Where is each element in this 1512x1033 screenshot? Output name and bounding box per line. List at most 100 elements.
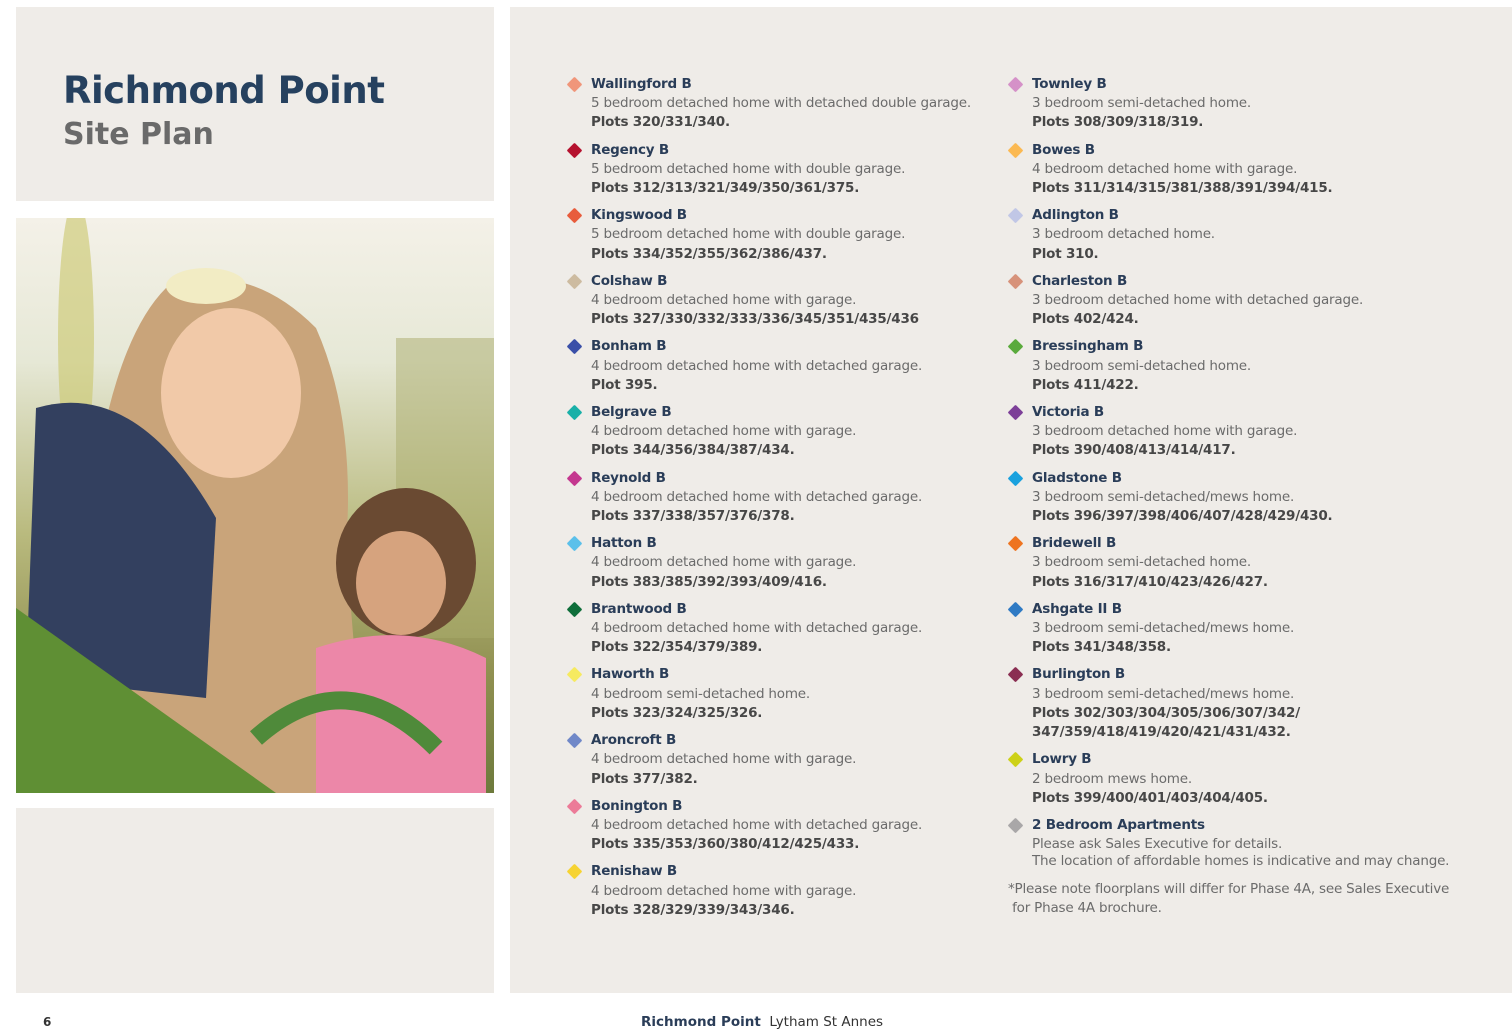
plot-numbers: Plots 316/317/410/423/426/427. — [1032, 573, 1268, 590]
house-type-description: 3 bedroom semi-detached/mews home. — [1032, 488, 1295, 505]
plot-numbers: Plots 335/353/360/380/412/425/433. — [591, 836, 860, 853]
plot-numbers: Plots 399/400/401/403/404/405. — [1032, 789, 1268, 806]
legend-entry: Bressingham B 3 bedroom semi-detached hom… — [1006, 337, 1363, 395]
diamond-marker-icon — [566, 798, 583, 814]
house-type-name: Ashgate II B — [1032, 600, 1122, 617]
page-subtitle: Site Plan — [63, 117, 214, 152]
plot-numbers: Plots 320/331/340. — [591, 114, 730, 131]
legend-entry: Bonham B 4 bedroom detached home with det… — [565, 337, 971, 395]
diamond-marker-icon — [566, 601, 583, 618]
diamond-marker-icon — [566, 732, 583, 749]
legend-entry: Colshaw B 4 bedroom detached home with ga… — [565, 272, 971, 330]
house-type-name: Bressingham B — [1032, 338, 1144, 355]
diamond-marker-icon — [1007, 207, 1024, 224]
house-type-description: 3 bedroom semi-detached/mews home. — [1032, 685, 1295, 702]
house-type-name: Reynold B — [591, 469, 666, 486]
house-type-description: 4 bedroom detached home with detached ga… — [591, 816, 923, 833]
house-type-description: 4 bedroom detached home with garage. — [591, 423, 857, 440]
house-type-description: 4 bedroom semi-detached home. — [591, 685, 811, 702]
house-type-name: Haworth B — [591, 666, 670, 683]
bottom-panel — [16, 808, 494, 993]
plot-numbers: Plot 395. — [591, 376, 658, 393]
legend-entry: Wallingford B 5 bedroom detached home wit… — [565, 75, 971, 133]
plot-numbers: Plots 377/382. — [591, 770, 698, 787]
house-type-description: 4 bedroom detached home with garage. — [591, 751, 857, 768]
plot-numbers: Plots 396/397/398/406/407/428/429/430. — [1032, 508, 1333, 525]
house-type-description: 3 bedroom detached home with garage. — [1032, 423, 1298, 440]
diamond-marker-icon — [1007, 470, 1024, 486]
house-type-name: Victoria B — [1032, 404, 1104, 421]
house-type-name: Brantwood B — [591, 600, 687, 617]
house-type-description: 3 bedroom semi-detached home. — [1032, 554, 1252, 571]
house-type-description: 3 bedroom detached home with detached ga… — [1032, 292, 1364, 309]
legend-column-left: Wallingford B 5 bedroom detached home wit… — [565, 75, 971, 920]
diamond-marker-icon — [1007, 142, 1024, 158]
house-type-description: 4 bedroom detached home with detached ga… — [591, 357, 923, 374]
plot-numbers: 347/359/418/419/420/421/431/432. — [1032, 724, 1291, 741]
house-type-description: 4 bedroom detached home with detached ga… — [591, 488, 923, 505]
floorplans-footnote-line: *Please note floorplans will differ for … — [1008, 881, 1450, 897]
house-type-name: Bowes B — [1032, 141, 1095, 158]
page-number: 6 — [43, 1015, 52, 1029]
legend-entry: Bowes B 4 bedroom detached home with gara… — [1006, 141, 1363, 199]
plot-numbers: Plot 310. — [1032, 245, 1099, 262]
legend-entry: Adlington B 3 bedroom detached home. Plot … — [1006, 206, 1363, 264]
plot-numbers: Plots 334/352/355/362/386/437. — [591, 245, 827, 262]
legend-entry: Kingswood B 5 bedroom detached home with … — [565, 206, 971, 264]
photo-children-playground — [16, 218, 494, 793]
diamond-marker-icon — [1007, 601, 1024, 618]
diamond-marker-icon — [566, 535, 583, 552]
house-type-description: 3 bedroom semi-detached home. — [1032, 95, 1252, 112]
footer-development-name: Richmond Point — [641, 1014, 761, 1030]
plot-numbers: Plots 328/329/339/343/346. — [591, 901, 795, 918]
legend-entry: Aroncroft B 4 bedroom detached home with … — [565, 731, 971, 789]
diamond-marker-icon — [1007, 817, 1024, 834]
plot-numbers: Plots 327/330/332/333/336/345/351/435/43… — [591, 311, 919, 328]
diamond-marker-icon — [566, 667, 583, 683]
house-type-description: 4 bedroom detached home with garage. — [1032, 160, 1298, 177]
legend-entry: Burlington B 3 bedroom semi-detached/mews… — [1006, 665, 1363, 742]
house-type-name: Bonington B — [591, 797, 683, 814]
plot-numbers: Plots 341/348/358. — [1032, 639, 1171, 656]
house-type-description: 4 bedroom detached home with garage. — [591, 882, 857, 899]
legend-entry: Bridewell B 3 bedroom semi-detached home.… — [1006, 534, 1363, 592]
house-type-description: 4 bedroom detached home with detached ga… — [591, 620, 923, 637]
legend-column-right: Townley B 3 bedroom semi-detached home. Pl… — [1006, 75, 1363, 854]
legend-entry: Gladstone B 3 bedroom semi-detached/mews … — [1006, 469, 1363, 527]
legend-entry: Renishaw B 4 bedroom detached home with g… — [565, 862, 971, 920]
plot-numbers: Plots 390/408/413/414/417. — [1032, 442, 1236, 459]
house-type-description: 5 bedroom detached home with double gara… — [591, 160, 906, 177]
house-type-name: Aroncroft B — [591, 732, 677, 749]
diamond-marker-icon — [566, 470, 583, 486]
house-type-description: 4 bedroom detached home with garage. — [591, 292, 857, 309]
diamond-marker-icon — [566, 76, 583, 93]
page-title: Richmond Point — [63, 69, 385, 112]
house-type-legend: Wallingford B 5 bedroom detached home wit… — [510, 7, 1512, 993]
legend-entry: Belgrave B 4 bedroom detached home with g… — [565, 403, 971, 461]
plot-numbers: Plots 383/385/392/393/409/416. — [591, 573, 827, 590]
diamond-marker-icon — [566, 339, 583, 355]
house-type-name: Renishaw B — [591, 863, 678, 880]
affordable-homes-note: The location of affordable homes is indi… — [1032, 853, 1450, 869]
diamond-marker-icon — [1007, 76, 1024, 93]
footer-brand: Richmond Point Lytham St Annes — [641, 1014, 883, 1030]
diamond-marker-icon — [1007, 667, 1024, 683]
house-type-name: Burlington B — [1032, 666, 1126, 683]
diamond-marker-icon — [1007, 273, 1024, 290]
diamond-marker-icon — [566, 273, 583, 290]
plot-numbers: Plots 411/422. — [1032, 376, 1139, 393]
house-type-description: 3 bedroom detached home. — [1032, 226, 1215, 243]
legend-entry: Brantwood B 4 bedroom detached home with … — [565, 600, 971, 658]
house-type-name: Belgrave B — [591, 404, 672, 421]
house-type-name: Charleston B — [1032, 272, 1128, 289]
diamond-marker-icon — [566, 142, 583, 158]
photo-illustration — [16, 218, 494, 793]
house-type-name: Adlington B — [1032, 207, 1119, 224]
plot-numbers: Plots 323/324/325/326. — [591, 704, 763, 721]
house-type-name: Townley B — [1032, 76, 1107, 92]
house-type-name: Bridewell B — [1032, 535, 1117, 552]
house-type-description: 3 bedroom semi-detached home. — [1032, 357, 1252, 374]
title-panel: Richmond Point Site Plan — [16, 7, 494, 201]
diamond-marker-icon — [1007, 404, 1024, 421]
house-type-description: 3 bedroom semi-detached/mews home. — [1032, 620, 1295, 637]
